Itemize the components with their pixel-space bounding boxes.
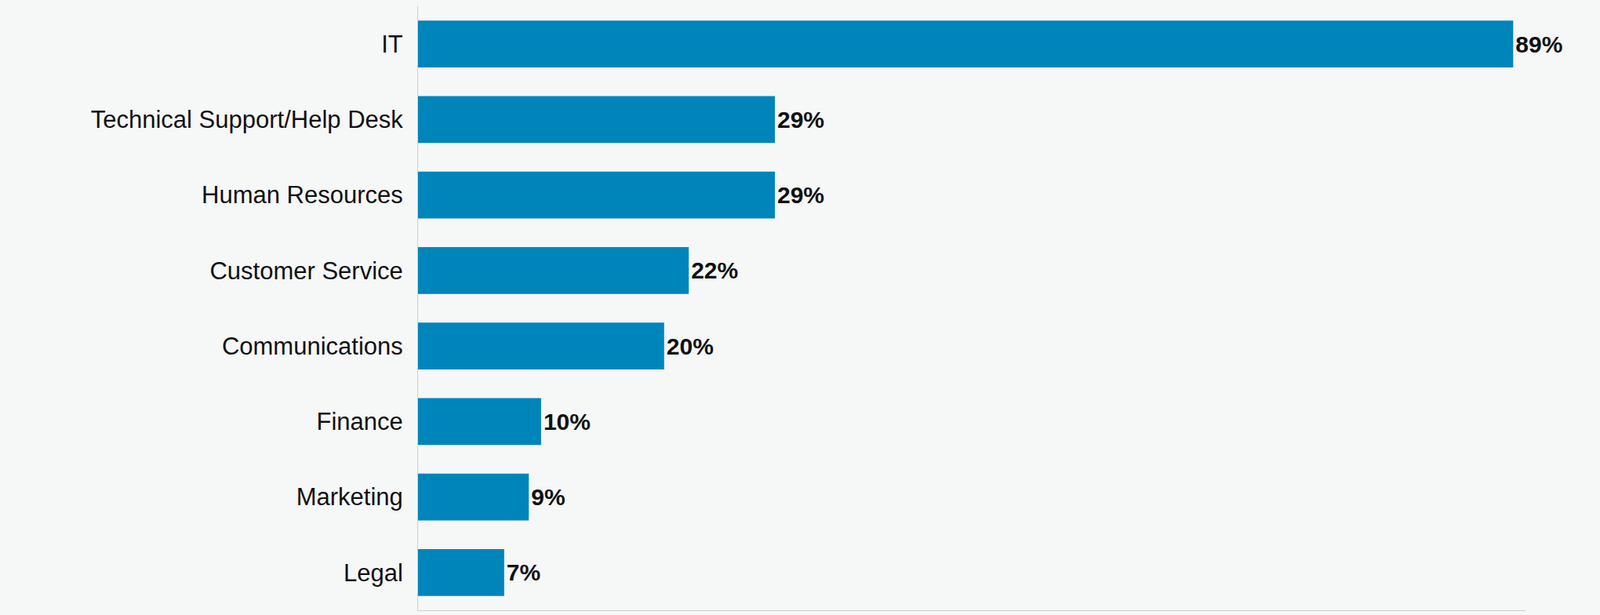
svg-text:29%: 29% bbox=[777, 181, 825, 208]
svg-text:89%: 89% bbox=[1515, 31, 1563, 58]
svg-text:10%: 10% bbox=[543, 408, 591, 435]
svg-text:20%: 20% bbox=[666, 333, 714, 360]
svg-text:IT: IT bbox=[381, 30, 404, 59]
svg-text:Human Resources: Human Resources bbox=[201, 181, 404, 209]
svg-text:Customer Service: Customer Service bbox=[209, 257, 403, 285]
svg-text:22%: 22% bbox=[690, 257, 739, 284]
svg-text:Legal: Legal bbox=[343, 559, 404, 587]
svg-text:Marketing: Marketing bbox=[296, 483, 404, 511]
svg-text:9%: 9% bbox=[530, 483, 565, 510]
svg-text:Technical Support/Help Desk: Technical Support/Help Desk bbox=[90, 105, 404, 134]
svg-text:Finance: Finance bbox=[316, 407, 404, 436]
svg-text:Communications: Communications bbox=[221, 332, 404, 360]
svg-text:29%: 29% bbox=[777, 106, 825, 133]
svg-text:7%: 7% bbox=[506, 559, 541, 586]
